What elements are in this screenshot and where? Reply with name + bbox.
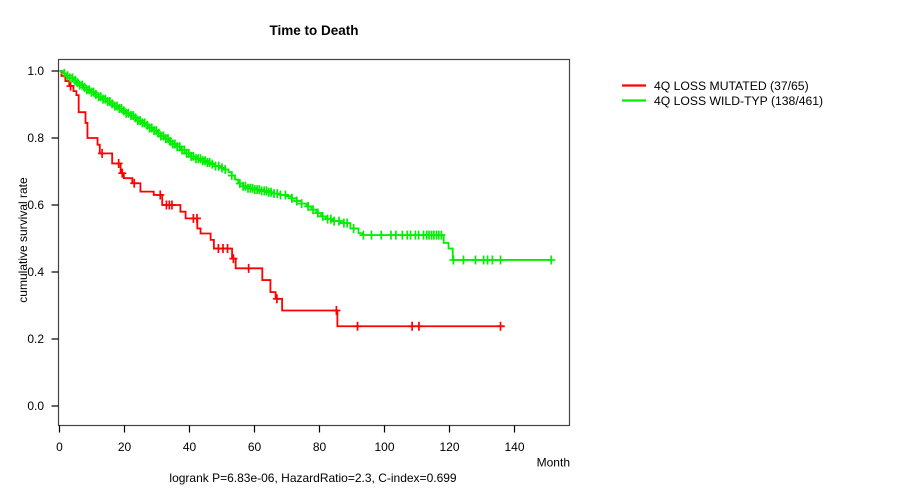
y-tick-label: 0.8	[27, 131, 44, 145]
survival-curve-wildtype	[59, 70, 552, 261]
y-axis-title: cumulative survival rate	[16, 177, 30, 303]
survival-curve-mutated	[59, 70, 505, 328]
x-tick-label: 100	[374, 440, 394, 454]
censor-marks-mutated	[66, 81, 505, 331]
x-tick-label: 20	[118, 440, 132, 454]
y-tick-label: 0.0	[27, 399, 44, 413]
x-axis: 0 20 40 60 80 100 120 140	[56, 425, 525, 454]
censor-marks-wildtype	[60, 68, 556, 265]
x-tick-label: 140	[504, 440, 524, 454]
x-tick-label: 0	[56, 440, 63, 454]
x-axis-title: Month	[537, 456, 570, 470]
x-tick-label: 80	[313, 440, 327, 454]
legend: 4Q LOSS MUTATED (37/65) 4Q LOSS WILD-TYP…	[622, 79, 823, 108]
survival-curves	[59, 68, 556, 331]
y-axis: 0.0 0.2 0.4 0.6 0.8 1.0	[27, 64, 59, 413]
plot-box	[57, 58, 571, 427]
legend-label-wildtype: 4Q LOSS WILD-TYP (138/461)	[654, 94, 823, 108]
x-tick-label: 120	[439, 440, 459, 454]
y-tick-label: 0.4	[27, 265, 44, 279]
y-tick-label: 1.0	[27, 64, 44, 78]
legend-label-mutated: 4Q LOSS MUTATED (37/65)	[654, 79, 809, 93]
y-tick-label: 0.6	[27, 198, 44, 212]
stats-annotation: logrank P=6.83e-06, HazardRatio=2.3, C-i…	[169, 471, 457, 485]
y-tick-label: 0.2	[27, 332, 44, 346]
x-tick-label: 60	[248, 440, 262, 454]
x-tick-label: 40	[183, 440, 197, 454]
chart-title: Time to Death	[269, 23, 358, 38]
